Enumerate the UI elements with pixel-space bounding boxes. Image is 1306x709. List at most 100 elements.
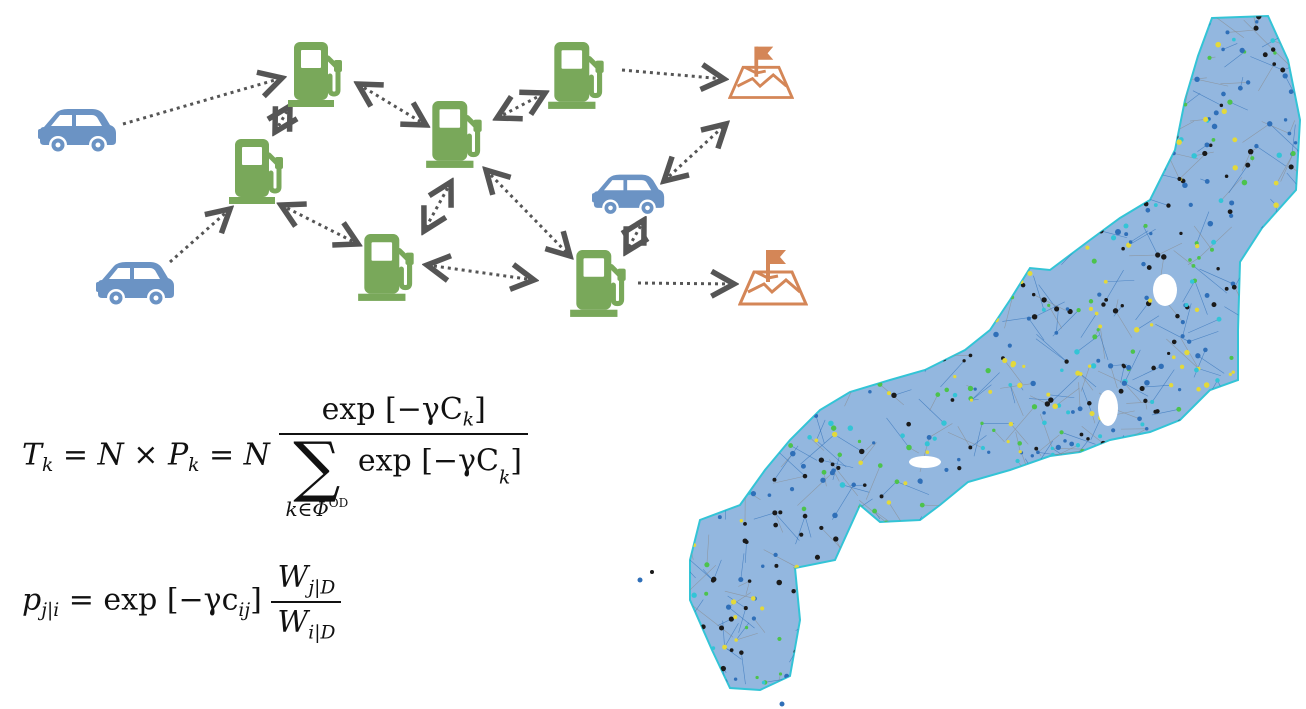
network-node xyxy=(1057,110,1064,117)
network-node xyxy=(1150,528,1155,533)
network-node xyxy=(1120,637,1127,644)
network-node xyxy=(1133,327,1140,333)
network-node xyxy=(1143,503,1149,509)
network-edge xyxy=(1223,576,1238,580)
network-node xyxy=(713,456,718,461)
network-node xyxy=(839,319,844,324)
network-node xyxy=(733,615,738,620)
network-node xyxy=(1236,591,1240,595)
network-node xyxy=(1279,275,1285,280)
network-node xyxy=(913,229,917,233)
network-node xyxy=(650,156,654,160)
network-edge xyxy=(711,22,745,44)
network-node xyxy=(1047,303,1051,308)
network-node xyxy=(1240,269,1246,275)
network-node xyxy=(928,347,934,353)
network-edge xyxy=(1277,153,1294,182)
arrow-car1-station1 xyxy=(122,78,282,126)
network-node xyxy=(761,680,766,685)
network-node xyxy=(1267,483,1273,489)
network-edge xyxy=(1091,455,1126,463)
network-node xyxy=(916,186,922,192)
network-node xyxy=(843,304,848,308)
network-node xyxy=(1025,178,1031,183)
network-node xyxy=(1266,596,1271,600)
network-node xyxy=(642,127,646,131)
network-node xyxy=(1147,95,1151,99)
network-node xyxy=(748,156,754,162)
network-node xyxy=(1221,47,1225,52)
network-edge xyxy=(691,260,723,274)
network-node xyxy=(1158,363,1164,369)
network-edge xyxy=(885,231,913,240)
network-edge xyxy=(867,629,901,643)
network-node xyxy=(1036,450,1040,455)
network-node xyxy=(1128,585,1132,590)
network-node xyxy=(1093,583,1099,589)
network-node xyxy=(982,187,987,191)
network-node xyxy=(1066,104,1072,111)
network-edge xyxy=(902,569,933,575)
network-node xyxy=(1013,16,1018,19)
network-node xyxy=(1284,230,1291,236)
network-node xyxy=(830,173,837,180)
station-1-icon xyxy=(288,42,342,107)
network-edge xyxy=(1035,167,1051,174)
network-node xyxy=(711,646,716,650)
network-edge xyxy=(905,115,909,141)
network-edge xyxy=(1004,360,1024,385)
network-node xyxy=(1026,44,1031,48)
eq1-num-sub: k xyxy=(462,409,475,431)
network-edge xyxy=(1137,644,1157,662)
network-edge xyxy=(696,479,727,499)
arrow-station1-station3 xyxy=(358,84,426,125)
network-edge xyxy=(795,347,826,362)
network-edge xyxy=(1261,386,1268,394)
network-node xyxy=(1060,368,1064,372)
network-node xyxy=(722,70,728,76)
network-node xyxy=(1029,548,1034,553)
network-node xyxy=(1107,648,1113,654)
network-node xyxy=(1186,339,1192,344)
network-edge xyxy=(1148,610,1177,639)
network-node xyxy=(1299,507,1300,512)
network-edge xyxy=(1194,280,1208,315)
network-node xyxy=(736,194,740,199)
network-node xyxy=(1194,367,1199,373)
network-node xyxy=(1030,16,1035,18)
network-edge xyxy=(694,82,716,108)
network-node xyxy=(664,319,669,324)
network-edge xyxy=(1302,21,1306,40)
network-node xyxy=(791,360,797,365)
network-node xyxy=(1042,411,1046,415)
network-edge xyxy=(771,122,776,138)
network-node xyxy=(825,330,831,336)
network-edge xyxy=(1193,349,1206,378)
network-node xyxy=(1231,284,1237,290)
network-edge xyxy=(900,247,933,278)
network-edge xyxy=(1093,469,1104,478)
network-node xyxy=(903,283,909,289)
network-edge xyxy=(801,21,826,32)
network-edge xyxy=(911,230,946,233)
network-node xyxy=(1255,698,1258,701)
network-node xyxy=(1054,306,1060,312)
eq1-den-sub: k xyxy=(498,466,511,488)
network-edge xyxy=(745,82,757,95)
network-node xyxy=(1066,181,1071,185)
network-edge xyxy=(913,219,946,227)
network-node xyxy=(1072,157,1078,163)
network-node xyxy=(1167,473,1173,478)
network-node xyxy=(952,392,958,398)
network-edge xyxy=(726,237,730,258)
network-edge xyxy=(844,616,857,650)
network-node xyxy=(757,38,764,44)
network-node xyxy=(700,378,705,382)
network-node xyxy=(660,392,666,398)
network-node xyxy=(1114,530,1118,534)
network-node xyxy=(668,40,673,45)
network-node xyxy=(915,676,920,681)
network-node xyxy=(933,120,939,126)
network-node xyxy=(1098,196,1103,202)
network-edge xyxy=(1092,195,1101,212)
